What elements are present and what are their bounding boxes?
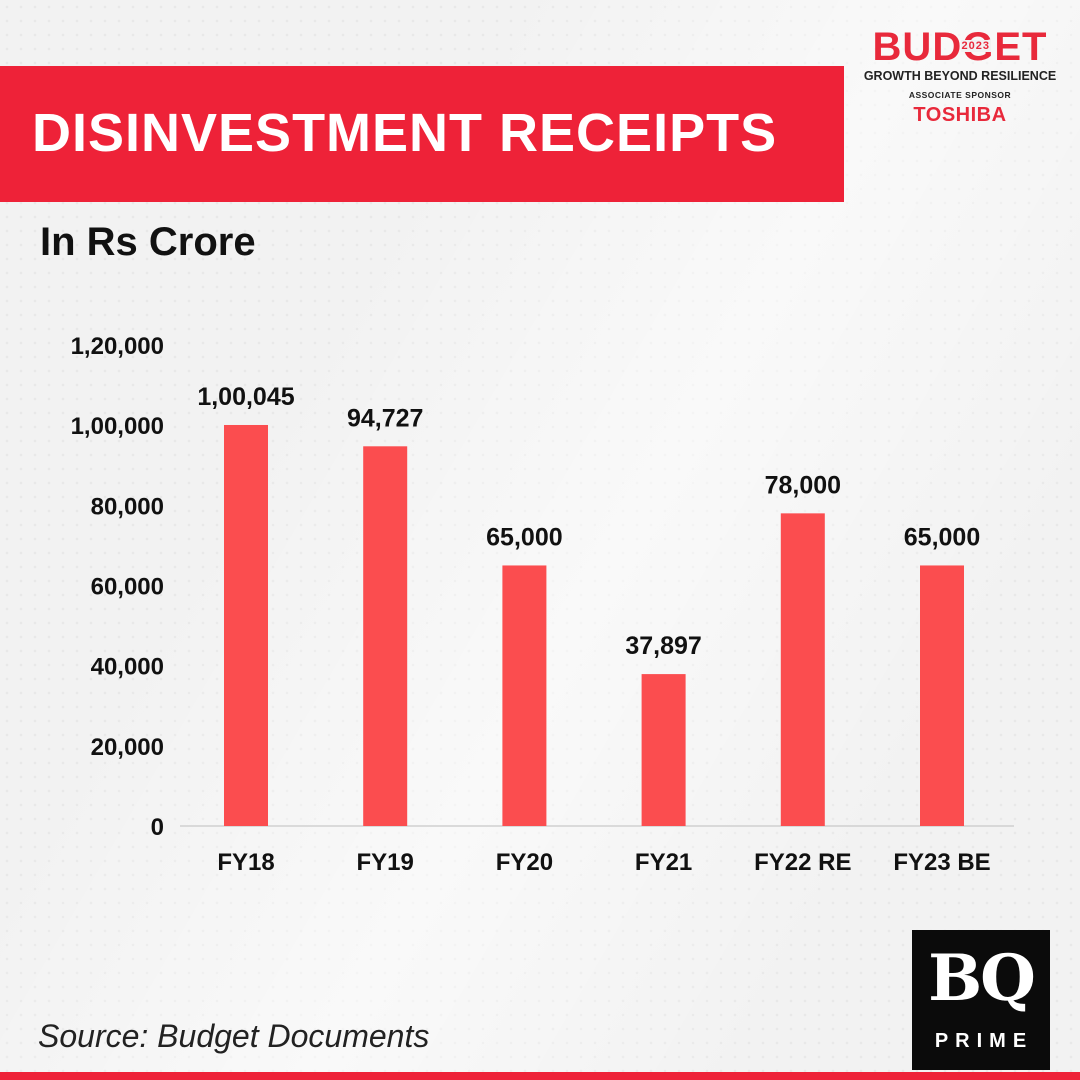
data-label: 65,000 [486,523,562,551]
sponsor-logo: TOSHIBA [913,104,1007,126]
budget-2023-logo: BUDGET 2023 GROWTH BEYOND RESILIENCE ASS… [860,26,1060,126]
x-tick-label: FY22 RE [754,849,851,876]
y-tick-label: 0 [151,814,164,841]
source-note: Source: Budget Documents [38,1018,430,1054]
y-tick-label: 20,000 [91,734,164,761]
y-tick-label: 1,20,000 [71,333,164,360]
data-label: 37,897 [625,632,701,660]
bar [920,565,964,826]
bar [641,674,686,826]
bq-mark: BQ [928,941,1036,1016]
y-tick-label: 1,00,000 [71,413,164,440]
bar [224,424,268,826]
x-tick-label: FY19 [357,849,414,876]
bottom-rule [0,1072,1080,1080]
chart-title: DISINVESTMENT RECEIPTS [32,103,778,163]
y-tick-label: 40,000 [91,654,164,681]
x-tick-label: FY20 [496,849,553,876]
data-label: 1,00,045 [197,383,294,411]
data-label: 65,000 [904,523,980,551]
data-label: 94,727 [347,404,423,432]
bq-prime-label: PRIME [934,1030,1034,1052]
bar-series [224,424,964,826]
budget-tagline: GROWTH BEYOND RESILIENCE [863,69,1057,83]
budget-word: BUDGET [873,25,1048,69]
x-tick-label: FY23 BE [893,849,990,876]
bar [780,513,825,826]
title-banner [0,66,844,202]
associate-sponsor-label: ASSOCIATE SPONSOR [908,90,1012,100]
bq-prime-logo: BQ PRIME [912,930,1050,1070]
bar [502,565,547,826]
bar [363,446,408,826]
budget-wordmark: BUDGET 2023 [873,26,1048,68]
x-tick-label: FY18 [217,849,274,876]
y-axis: 0 20,000 40,000 60,000 80,000 1,00,000 1,20,00… [71,333,164,841]
budget-year: 2023 [960,40,992,52]
data-labels: 1,00,045 94,727 65,000 37,897 78,000 65,000 [197,383,980,660]
chart-subtitle: In Rs Crore [40,220,256,264]
y-tick-label: 60,000 [91,574,164,601]
y-tick-label: 80,000 [91,493,164,520]
data-label: 78,000 [765,471,841,499]
x-tick-label: FY21 [635,849,692,876]
x-axis: FY18 FY19 FY20 FY21 FY22 RE FY23 BE [217,849,990,876]
